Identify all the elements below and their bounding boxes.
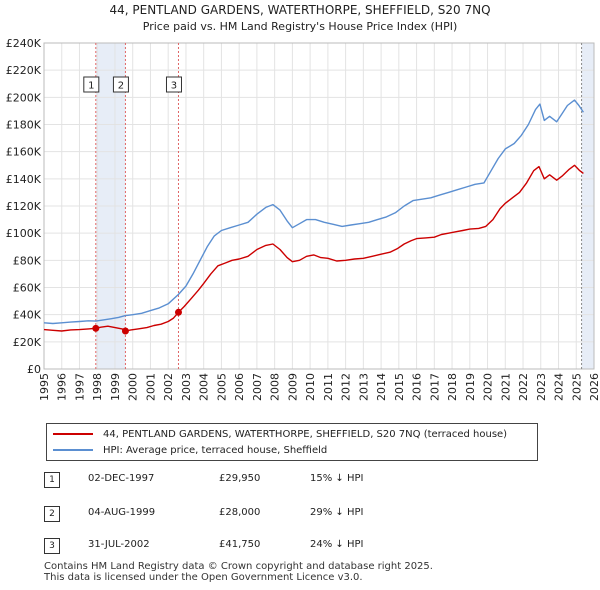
legend-item-property: 44, PENTLAND GARDENS, WATERTHORPE, SHEFF… <box>53 427 507 443</box>
x-tick-label: 2002 <box>162 373 175 401</box>
y-tick-label: £120K <box>6 200 42 213</box>
x-tick-label: 1997 <box>73 373 86 401</box>
transaction-number: 1 <box>44 472 60 488</box>
transaction-badge-label: 1 <box>88 81 94 92</box>
transaction-hpi-diff: 29% ↓ HPI <box>310 507 364 518</box>
x-tick-label: 2025 <box>570 373 583 401</box>
transaction-number: 3 <box>44 538 60 554</box>
legend-label-hpi: HPI: Average price, terraced house, Shef… <box>103 445 328 456</box>
legend-label-property: 44, PENTLAND GARDENS, WATERTHORPE, SHEFF… <box>103 429 508 440</box>
x-tick-label: 2005 <box>215 373 228 401</box>
transaction-hpi-diff: 24% ↓ HPI <box>310 539 364 550</box>
x-tick-label: 2000 <box>127 373 140 401</box>
x-tick-label: 2010 <box>304 373 317 401</box>
x-tick-label: 2001 <box>144 373 157 401</box>
x-tick-label: 1995 <box>38 373 51 401</box>
property-line-swatch <box>53 433 93 435</box>
transaction-badge <box>83 76 100 93</box>
x-tick-label: 2020 <box>482 373 495 401</box>
x-tick-label: 2014 <box>375 373 388 401</box>
x-tick-label: 2004 <box>198 373 211 401</box>
footer-licence: This data is licensed under the Open Gov… <box>44 572 363 583</box>
chart-subtitle: Price paid vs. HM Land Registry's House … <box>143 20 458 33</box>
x-tick-label: 2016 <box>411 373 424 401</box>
y-tick-label: £80K <box>13 254 42 267</box>
y-tick-label: £100K <box>6 227 42 240</box>
footer-copyright: Contains HM Land Registry data © Crown c… <box>44 561 433 572</box>
price-chart: 44, PENTLAND GARDENS, WATERTHORPE, SHEFF… <box>6 3 600 401</box>
y-tick-label: £200K <box>6 91 42 104</box>
y-tick-label: £160K <box>6 146 42 159</box>
x-tick-label: 1996 <box>56 373 69 401</box>
x-tick-label: 2012 <box>340 373 353 401</box>
sale-point <box>174 308 182 316</box>
transaction-number: 2 <box>44 506 60 522</box>
x-tick-label: 2007 <box>251 373 264 401</box>
y-tick-label: £220K <box>6 64 42 77</box>
x-tick-label: 2008 <box>269 373 282 401</box>
transaction-date: 02-DEC-1997 <box>88 473 155 484</box>
legend: 44, PENTLAND GARDENS, WATERTHORPE, SHEFF… <box>46 423 538 461</box>
transaction-badge-label: 3 <box>171 81 177 92</box>
y-tick-label: £140K <box>6 173 42 186</box>
transaction-price: £41,750 <box>219 539 261 550</box>
property-price-line <box>43 164 584 332</box>
x-tick-label: 2015 <box>393 373 406 401</box>
hpi-line-swatch <box>53 449 93 451</box>
x-tick-label: 1999 <box>109 373 122 401</box>
x-tick-label: 2026 <box>588 373 600 401</box>
y-tick-label: £40K <box>13 309 42 322</box>
hpi-line <box>43 99 584 325</box>
x-tick-label: 2009 <box>286 373 299 401</box>
legend-item-hpi: HPI: Average price, terraced house, Shef… <box>53 443 327 459</box>
transaction-hpi-diff: 15% ↓ HPI <box>310 473 364 484</box>
y-tick-label: £20K <box>13 336 42 349</box>
table-row: 2 04-AUG-1999 £28,000 29% ↓ HPI <box>44 506 444 526</box>
x-tick-label: 2019 <box>464 373 477 401</box>
x-tick-label: 2013 <box>357 373 370 401</box>
x-tick-label: 2018 <box>446 373 459 401</box>
footer-attribution: Contains HM Land Registry data © Crown c… <box>44 561 433 583</box>
x-tick-label: 2021 <box>499 373 512 401</box>
transaction-price: £28,000 <box>219 507 261 518</box>
x-tick-label: 2006 <box>233 373 246 401</box>
chart-title: 44, PENTLAND GARDENS, WATERTHORPE, SHEFF… <box>109 3 490 17</box>
sale-point <box>121 327 129 335</box>
table-row: 1 02-DEC-1997 £29,950 15% ↓ HPI <box>44 472 444 492</box>
table-row: 3 31-JUL-2002 £41,750 24% ↓ HPI <box>44 538 444 558</box>
x-tick-label: 1998 <box>91 373 104 401</box>
y-tick-label: £240K <box>6 37 42 50</box>
transaction-badge <box>112 76 129 93</box>
x-tick-label: 2011 <box>322 373 335 401</box>
x-tick-label: 2017 <box>428 373 441 401</box>
transaction-badge <box>165 76 182 93</box>
x-tick-label: 2024 <box>553 373 566 401</box>
transaction-badge-label: 2 <box>118 81 124 92</box>
transaction-date: 04-AUG-1999 <box>88 507 156 518</box>
transaction-price: £29,950 <box>219 473 261 484</box>
x-tick-label: 2022 <box>517 373 530 401</box>
y-tick-label: £0 <box>27 363 41 376</box>
y-tick-label: £60K <box>13 282 42 295</box>
x-tick-label: 2023 <box>535 373 548 401</box>
y-tick-label: £180K <box>6 119 42 132</box>
sale-point <box>92 324 100 332</box>
plot-frame <box>43 42 595 370</box>
transaction-date: 31-JUL-2002 <box>88 539 150 550</box>
x-tick-label: 2003 <box>180 373 193 401</box>
